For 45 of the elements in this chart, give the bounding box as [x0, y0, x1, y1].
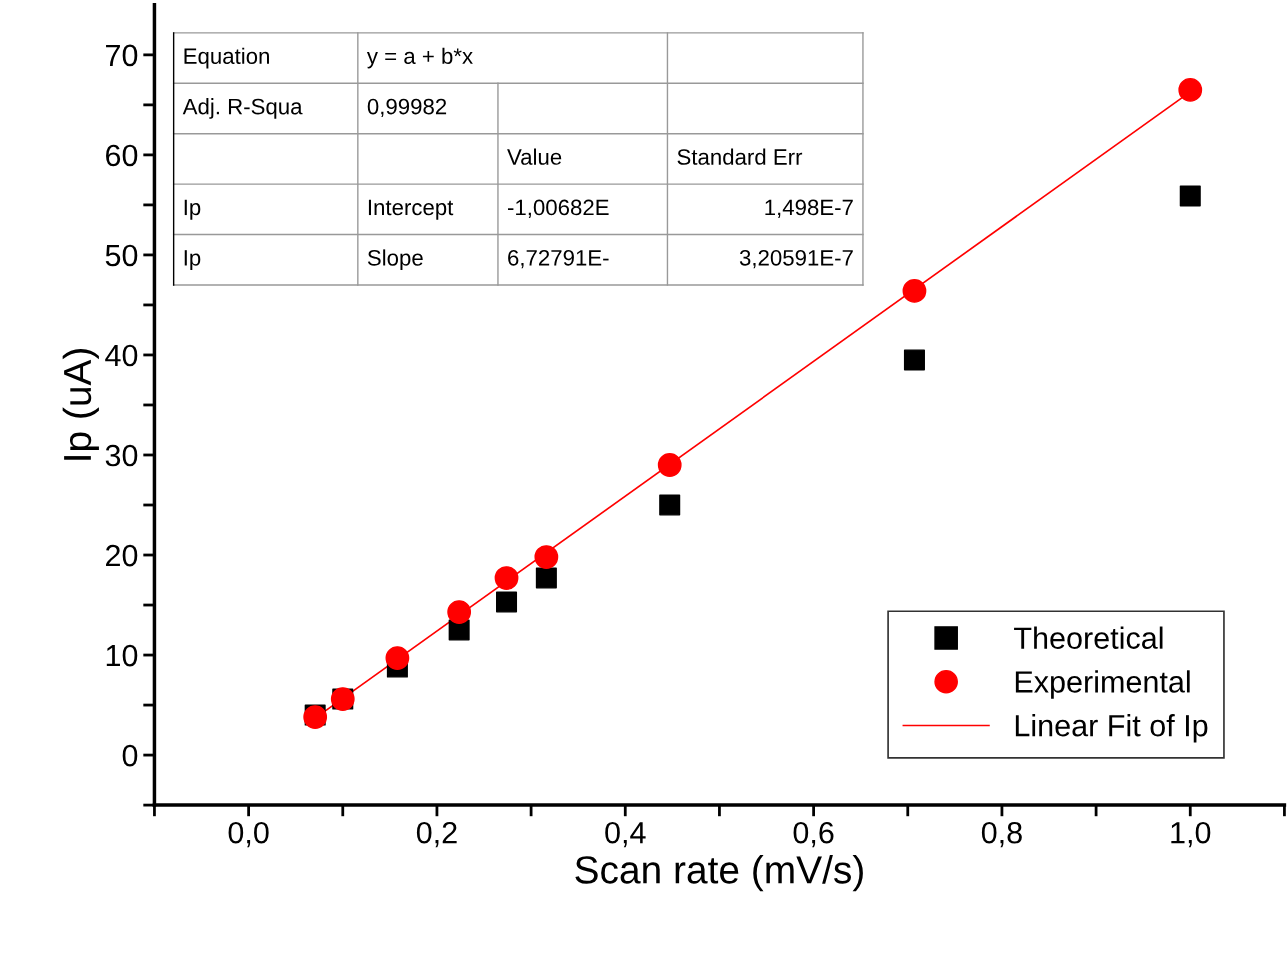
annotation: Value [507, 148, 562, 165]
annotation: y = a + b*x [366, 47, 473, 69]
point [1179, 185, 1201, 207]
annotation: -1,00682E [507, 199, 609, 218]
y-tick-label: 70 [106, 44, 138, 67]
x-axis-title: Scan rate (mV/s) [575, 855, 863, 892]
y-tick-label: 20 [106, 544, 138, 567]
annotation: Slope [367, 249, 423, 271]
annotation: Standard Err [677, 148, 803, 165]
y-tick-label: 0 [122, 744, 138, 767]
annotation: Ip [184, 199, 201, 220]
annotation: 3,20591E-7 [739, 249, 853, 269]
annotation: 6,72791E- [508, 249, 609, 269]
legend-label: Experimental [1015, 670, 1190, 699]
point [447, 600, 472, 624]
annotation: Intercept [368, 199, 454, 220]
x-tick-label: 0,6 [793, 821, 834, 848]
x-tick-label: 0,2 [416, 821, 457, 848]
legend-label: Theoretical [1014, 626, 1163, 649]
point [534, 545, 559, 569]
y-tick-label: 30 [105, 444, 138, 467]
point [657, 453, 682, 477]
y-tick-label: 50 [105, 244, 138, 267]
point [494, 566, 519, 590]
point [903, 349, 925, 371]
annotation: Ip [184, 250, 201, 271]
point [1178, 77, 1203, 102]
annotation: Equation [184, 47, 269, 69]
point [385, 646, 410, 670]
point [535, 567, 557, 589]
annotation: Adj. R-Squa [182, 98, 303, 119]
point [902, 279, 927, 303]
y-tick-label: 10 [106, 644, 138, 667]
y-tick-label: 40 [105, 344, 138, 367]
x-tick-label: 0,0 [228, 821, 269, 848]
x-tick-label: 0,4 [605, 821, 646, 848]
annotation: 1,498E-7 [765, 199, 853, 218]
y-tick-label: 60 [106, 144, 138, 167]
legend-label: Linear Fit of Ip [1015, 714, 1208, 743]
x-tick-label: 1,0 [1171, 821, 1211, 848]
point [496, 591, 518, 613]
x-tick-label: 0,8 [981, 821, 1022, 848]
point [659, 494, 681, 516]
annotation: 0,99982 [367, 98, 447, 118]
y-axis-title: Ip (uA) [62, 349, 99, 460]
